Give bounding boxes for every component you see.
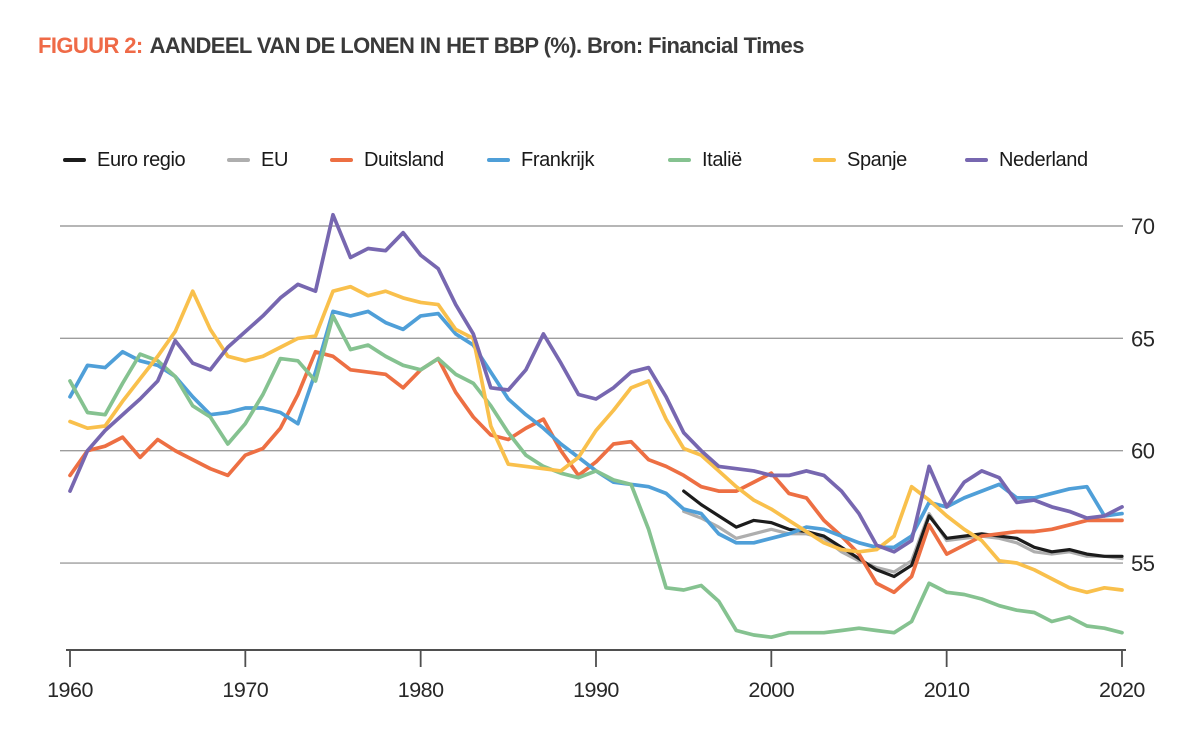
- x-axis-label: 1960: [47, 678, 93, 702]
- legend-label: Duitsland: [364, 148, 444, 171]
- x-axis-label: 1970: [222, 678, 268, 702]
- legend-label: EU: [261, 148, 288, 171]
- x-axis-label: 2020: [1099, 678, 1145, 702]
- legend-swatch-icon: [668, 158, 691, 162]
- legend-item-spanje: Spanje: [813, 148, 907, 172]
- y-axis-label: 55: [1131, 551, 1155, 576]
- series-line-nederland: [68, 212, 1124, 554]
- legend-label: Euro regio: [97, 148, 186, 171]
- legend-swatch-icon: [965, 158, 988, 162]
- series-line-duitsland: [68, 349, 1124, 595]
- legend-swatch-icon: [487, 158, 510, 162]
- legend-label: Italië: [702, 148, 742, 171]
- x-axis-label: 2010: [924, 678, 970, 702]
- legend-item-eu: EU: [227, 148, 288, 172]
- legend-item-nederland: Nederland: [965, 148, 1088, 172]
- legend-swatch-icon: [63, 158, 86, 162]
- x-axis-label: 1990: [573, 678, 619, 702]
- legend-item-duitsland: Duitsland: [330, 148, 444, 172]
- figure-title: FIGUUR 2: AANDEEL VAN DE LONEN IN HET BBP…: [38, 33, 804, 59]
- legend-item-frankrijk: Frankrijk: [487, 148, 594, 172]
- series-line-spanje: [68, 284, 1124, 595]
- legend-swatch-icon: [227, 158, 250, 162]
- y-axis-label: 60: [1131, 439, 1155, 464]
- series-line-euro-regio: [682, 489, 1124, 579]
- y-axis-label: 65: [1131, 326, 1155, 351]
- series-line-eu: [682, 509, 1124, 574]
- x-axis-label: 1980: [398, 678, 444, 702]
- x-axis-label: 2000: [748, 678, 794, 702]
- series-line-itali-: [68, 314, 1124, 640]
- y-axis-label: 70: [1131, 214, 1155, 239]
- legend-label: Frankrijk: [521, 148, 595, 171]
- figure-title-text: AANDEEL VAN DE LONEN IN HET BBP (%). Bro…: [149, 33, 805, 58]
- legend-swatch-icon: [330, 158, 353, 162]
- legend-item-euro-regio: Euro regio: [63, 148, 186, 172]
- legend-item-itali-: Italië: [668, 148, 742, 172]
- legend-label: Spanje: [847, 148, 907, 171]
- legend-swatch-icon: [813, 158, 836, 162]
- legend-label: Nederland: [999, 148, 1088, 171]
- figure-number: FIGUUR 2:: [38, 33, 143, 58]
